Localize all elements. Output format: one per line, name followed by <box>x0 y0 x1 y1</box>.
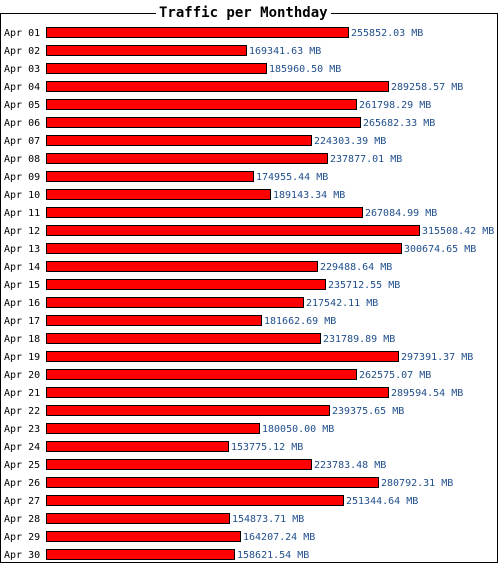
traffic-bar <box>46 333 321 344</box>
category-label: Apr 09 <box>4 172 40 183</box>
traffic-bar <box>46 171 254 182</box>
category-label: Apr 27 <box>4 496 40 507</box>
category-label: Apr 14 <box>4 262 40 273</box>
value-label: 237877.01 MB <box>330 154 402 165</box>
category-label: Apr 18 <box>4 334 40 345</box>
traffic-bar <box>46 225 420 236</box>
category-label: Apr 08 <box>4 154 40 165</box>
traffic-bar <box>46 63 267 74</box>
category-label: Apr 15 <box>4 280 40 291</box>
traffic-bar <box>46 135 312 146</box>
category-label: Apr 06 <box>4 118 40 129</box>
category-label: Apr 03 <box>4 64 40 75</box>
value-label: 164207.24 MB <box>243 532 315 543</box>
value-label: 255852.03 MB <box>351 28 423 39</box>
traffic-bar <box>46 513 230 524</box>
value-label: 223783.48 MB <box>314 460 386 471</box>
traffic-bar <box>46 207 363 218</box>
value-label: 174955.44 MB <box>256 172 328 183</box>
traffic-bar <box>46 387 389 398</box>
category-label: Apr 12 <box>4 226 40 237</box>
value-label: 300674.65 MB <box>404 244 476 255</box>
traffic-bar <box>46 495 344 506</box>
value-label: 185960.50 MB <box>269 64 341 75</box>
category-label: Apr 28 <box>4 514 40 525</box>
value-label: 265682.33 MB <box>363 118 435 129</box>
chart-title: Traffic per Monthday <box>156 5 331 21</box>
traffic-bar <box>46 279 326 290</box>
category-label: Apr 13 <box>4 244 40 255</box>
traffic-bar <box>46 405 330 416</box>
category-label: Apr 07 <box>4 136 40 147</box>
traffic-bar <box>46 189 271 200</box>
traffic-bar <box>46 153 328 164</box>
traffic-bar <box>46 549 235 560</box>
value-label: 262575.07 MB <box>359 370 431 381</box>
value-label: 297391.37 MB <box>401 352 473 363</box>
traffic-bar <box>46 369 357 380</box>
category-label: Apr 30 <box>4 550 40 561</box>
traffic-bar <box>46 261 318 272</box>
value-label: 289258.57 MB <box>391 82 463 93</box>
value-label: 315508.42 MB <box>422 226 494 237</box>
traffic-bar <box>46 243 402 254</box>
category-label: Apr 29 <box>4 532 40 543</box>
value-label: 267084.99 MB <box>365 208 437 219</box>
traffic-bar <box>46 99 357 110</box>
value-label: 169341.63 MB <box>249 46 321 57</box>
category-label: Apr 20 <box>4 370 40 381</box>
category-label: Apr 04 <box>4 82 40 93</box>
value-label: 261798.29 MB <box>359 100 431 111</box>
category-label: Apr 21 <box>4 388 40 399</box>
value-label: 217542.11 MB <box>306 298 378 309</box>
traffic-bar <box>46 441 229 452</box>
category-label: Apr 22 <box>4 406 40 417</box>
value-label: 189143.34 MB <box>273 190 345 201</box>
value-label: 153775.12 MB <box>231 442 303 453</box>
value-label: 239375.65 MB <box>332 406 404 417</box>
traffic-bar <box>46 117 361 128</box>
traffic-bar <box>46 477 379 488</box>
traffic-bar <box>46 45 247 56</box>
category-label: Apr 17 <box>4 316 40 327</box>
category-label: Apr 10 <box>4 190 40 201</box>
category-label: Apr 16 <box>4 298 40 309</box>
traffic-bar <box>46 351 399 362</box>
traffic-bar <box>46 531 241 542</box>
category-label: Apr 23 <box>4 424 40 435</box>
value-label: 251344.64 MB <box>346 496 418 507</box>
value-label: 180050.00 MB <box>262 424 334 435</box>
value-label: 224303.39 MB <box>314 136 386 147</box>
value-label: 280792.31 MB <box>381 478 453 489</box>
category-label: Apr 05 <box>4 100 40 111</box>
traffic-bar <box>46 27 349 38</box>
category-label: Apr 25 <box>4 460 40 471</box>
category-label: Apr 02 <box>4 46 40 57</box>
category-label: Apr 11 <box>4 208 40 219</box>
category-label: Apr 19 <box>4 352 40 363</box>
category-label: Apr 01 <box>4 28 40 39</box>
category-label: Apr 26 <box>4 478 40 489</box>
traffic-bar <box>46 315 262 326</box>
value-label: 235712.55 MB <box>328 280 400 291</box>
traffic-bar <box>46 81 389 92</box>
value-label: 181662.69 MB <box>264 316 336 327</box>
value-label: 289594.54 MB <box>391 388 463 399</box>
value-label: 158621.54 MB <box>237 550 309 561</box>
value-label: 229488.64 MB <box>320 262 392 273</box>
traffic-bar <box>46 297 304 308</box>
value-label: 154873.71 MB <box>232 514 304 525</box>
value-label: 231789.89 MB <box>323 334 395 345</box>
traffic-bar <box>46 459 312 470</box>
category-label: Apr 24 <box>4 442 40 453</box>
traffic-bar <box>46 423 260 434</box>
